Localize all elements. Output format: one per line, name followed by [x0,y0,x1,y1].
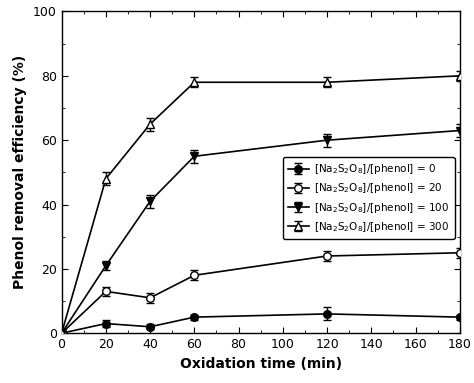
X-axis label: Oxidation time (min): Oxidation time (min) [180,357,342,371]
Y-axis label: Phenol removal efficiency (%): Phenol removal efficiency (%) [13,55,27,290]
Legend: [Na$_2$S$_2$O$_8$]/[phenol] = 0, [Na$_2$S$_2$O$_8$]/[phenol] = 20, [Na$_2$S$_2$O: [Na$_2$S$_2$O$_8$]/[phenol] = 0, [Na$_2$… [283,157,455,239]
